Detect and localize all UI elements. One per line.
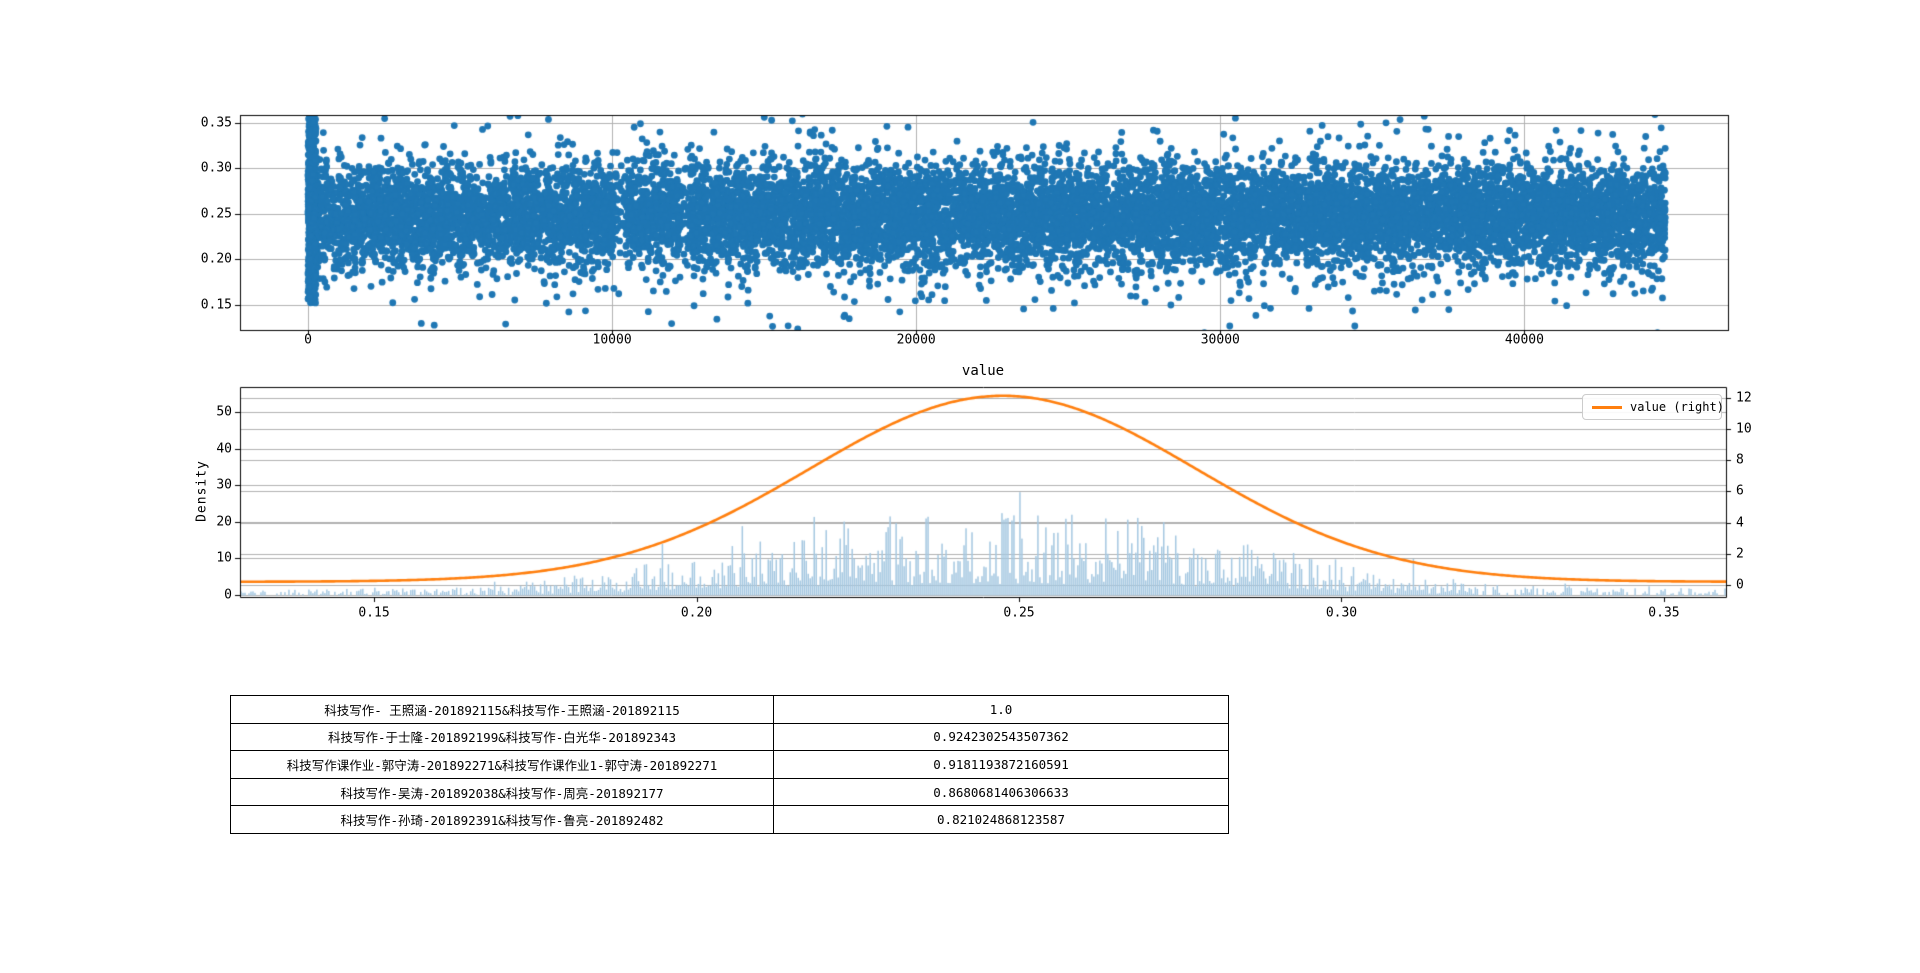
similarity-cell: 1.0 bbox=[773, 695, 1229, 724]
density-plot-title: value bbox=[961, 363, 1005, 379]
scatter-x-tick-label: 10000 bbox=[592, 332, 632, 348]
scatter-x-tick-label: 0 bbox=[304, 332, 312, 348]
density-right-y-tick-label: 10 bbox=[1736, 421, 1752, 437]
pair-cell: 科技写作-吴涛-201892038&科技写作-周亮-201892177 bbox=[230, 777, 774, 807]
density-right-y-tick-label: 12 bbox=[1736, 390, 1752, 406]
density-right-y-tick-label: 4 bbox=[1736, 515, 1744, 531]
density-left-y-tick-label: 50 bbox=[216, 404, 232, 420]
scatter-y-tick-label: 0.30 bbox=[200, 160, 232, 176]
legend-label: value (right) bbox=[1630, 400, 1724, 414]
scatter-y-tick-label: 0.35 bbox=[200, 115, 232, 131]
density-left-y-tick-label: 0 bbox=[224, 587, 232, 603]
scatter-y-tick-label: 0.25 bbox=[200, 206, 232, 222]
density-right-y-tick-label: 2 bbox=[1736, 546, 1744, 562]
density-right-y-tick-label: 0 bbox=[1736, 577, 1744, 593]
table-row: 科技写作课作业-郭守涛-201892271&科技写作课作业1-郭守涛-20189… bbox=[230, 750, 1229, 779]
similarity-table: 科技写作- 王照涵-201892115&科技写作-王照涵-201892115 1… bbox=[230, 695, 1229, 834]
similarity-cell: 0.9181193872160591 bbox=[773, 750, 1229, 779]
table-row: 科技写作-于士隆-201892199&科技写作-白光华-201892343 0.… bbox=[230, 722, 1229, 752]
legend-box: value (right) bbox=[1582, 394, 1724, 420]
table-row: 科技写作-孙琦-201892391&科技写作-鲁亮-201892482 0.82… bbox=[230, 805, 1229, 834]
density-y-axis-label: Density bbox=[194, 460, 210, 522]
scatter-x-tick-label: 30000 bbox=[1200, 332, 1240, 348]
density-x-tick-label: 0.20 bbox=[680, 605, 713, 621]
scatter-x-tick-label: 40000 bbox=[1504, 332, 1544, 348]
scatter-x-tick-label: 20000 bbox=[896, 332, 936, 348]
scatter-y-tick-label: 0.15 bbox=[200, 297, 232, 313]
density-x-tick-label: 0.25 bbox=[1003, 605, 1035, 621]
scatter-y-tick-label: 0.20 bbox=[200, 251, 232, 267]
similarity-cell: 0.821024868123587 bbox=[773, 805, 1229, 834]
density-x-tick-label: 0.30 bbox=[1325, 605, 1358, 621]
pair-cell: 科技写作-孙琦-201892391&科技写作-鲁亮-201892482 bbox=[230, 805, 774, 834]
pair-cell: 科技写作-于士隆-201892199&科技写作-白光华-201892343 bbox=[230, 722, 774, 752]
density-left-y-tick-label: 40 bbox=[216, 441, 232, 457]
table-row: 科技写作- 王照涵-201892115&科技写作-王照涵-201892115 1… bbox=[230, 695, 1229, 724]
density-left-y-tick-label: 10 bbox=[216, 550, 232, 566]
similarity-cell: 0.9242302543507362 bbox=[773, 722, 1229, 752]
table-row: 科技写作-吴涛-201892038&科技写作-周亮-201892177 0.86… bbox=[230, 777, 1229, 807]
density-right-y-tick-label: 8 bbox=[1736, 452, 1744, 468]
density-left-y-tick-label: 20 bbox=[216, 514, 232, 530]
density-x-tick-label: 0.35 bbox=[1648, 605, 1680, 621]
pair-cell: 科技写作课作业-郭守涛-201892271&科技写作课作业1-郭守涛-20189… bbox=[230, 750, 774, 779]
density-right-y-tick-label: 6 bbox=[1736, 483, 1744, 499]
density-left-y-tick-label: 30 bbox=[216, 477, 232, 493]
pair-cell: 科技写作- 王照涵-201892115&科技写作-王照涵-201892115 bbox=[230, 695, 774, 724]
density-x-tick-label: 0.15 bbox=[358, 605, 390, 621]
legend-line-sample bbox=[1592, 405, 1622, 409]
similarity-cell: 0.8680681406306633 bbox=[773, 777, 1229, 807]
